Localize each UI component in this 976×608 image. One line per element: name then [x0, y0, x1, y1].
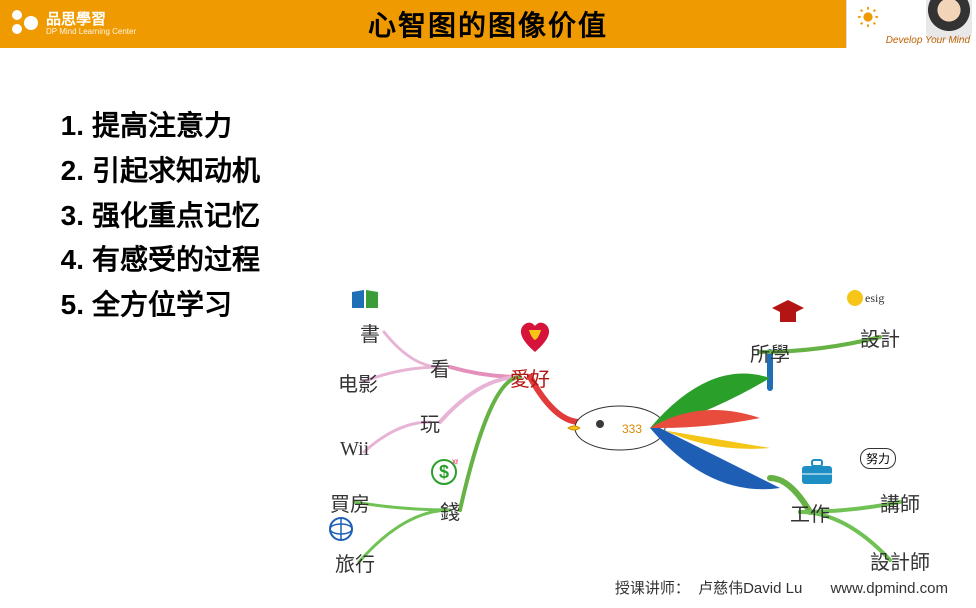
briefcase-icon [800, 458, 834, 491]
slide-footer: 授课讲师： 卢慈伟David Lu www.dpmind.com [615, 577, 948, 598]
mindmap-node: 設計師 [870, 546, 930, 575]
list-item: 4.有感受的过程 [40, 238, 260, 283]
globe-icon [328, 516, 354, 547]
footer-url: www.dpmind.com [830, 580, 948, 597]
list-item: 5.全方位学习 [40, 283, 260, 328]
mindmap-node: 設計 [860, 323, 900, 352]
dollar-icon: $xn [430, 458, 458, 491]
footer-label: 授课讲师： [615, 580, 690, 597]
mindmap-node: 旅行 [335, 548, 375, 577]
mindmap-node: 愛好 [510, 363, 550, 392]
presenter-avatar-icon [926, 0, 972, 40]
mindmap-node: 所學 [750, 338, 790, 367]
svg-text:xn: xn [452, 458, 458, 466]
mindmap-node: 看 [430, 353, 450, 382]
logo-icon [12, 10, 40, 38]
svg-text:$: $ [439, 462, 449, 482]
brand-name-cn: 品思學習 [46, 12, 136, 29]
mindmap-node: 玩 [420, 408, 440, 437]
brand-name-en: DP Mind Learning Center [46, 28, 136, 36]
brand-logo: 品思學習 DP Mind Learning Center [0, 10, 136, 38]
list-item: 2.引起求知动机 [40, 149, 260, 194]
mindmap-node: 电影 [338, 368, 378, 397]
fish-icon: 333 [568, 374, 780, 490]
value-list: 1.提高注意力2.引起求知动机3.强化重点记忆4.有感受的过程5.全方位学习 [40, 104, 260, 328]
sun-icon [857, 6, 879, 28]
list-item: 3.强化重点记忆 [40, 194, 260, 239]
mindmap-node: Wii [340, 438, 369, 461]
mindmap-node: 工作 [790, 498, 830, 527]
grad-cap-icon [770, 298, 806, 331]
mindmap-node: 講師 [880, 488, 920, 517]
svg-text:esign: esign [865, 291, 885, 305]
design-icon: esign [845, 288, 885, 323]
book-icon [350, 288, 380, 317]
slide-header: 品思學習 DP Mind Learning Center 心智图的图像价值 De… [0, 0, 976, 48]
speech-bubble: 努力 [860, 448, 896, 469]
mindmap-node: 書 [360, 318, 380, 347]
footer-presenter: 卢慈伟David Lu [698, 580, 802, 597]
slide-content: 1.提高注意力2.引起求知动机3.强化重点记忆4.有感受的过程5.全方位学习 3… [0, 48, 976, 568]
heart-icon [515, 318, 555, 359]
header-badge: Develop Your Mind [846, 0, 976, 48]
mindmap-node: 買房 [330, 488, 370, 517]
svg-text:333: 333 [622, 422, 642, 436]
mindmap-node: 錢 [440, 496, 460, 525]
brand-tagline: Develop Your Mind [886, 35, 970, 46]
mindmap-diagram: 333 愛好 看 書电影玩 Wii 錢 買房旅行 所學 設計工作 努力講師設計師 $xn esig… [300, 248, 970, 588]
list-item: 1.提高注意力 [40, 104, 260, 149]
slide-title: 心智图的图像价值 [368, 4, 608, 44]
